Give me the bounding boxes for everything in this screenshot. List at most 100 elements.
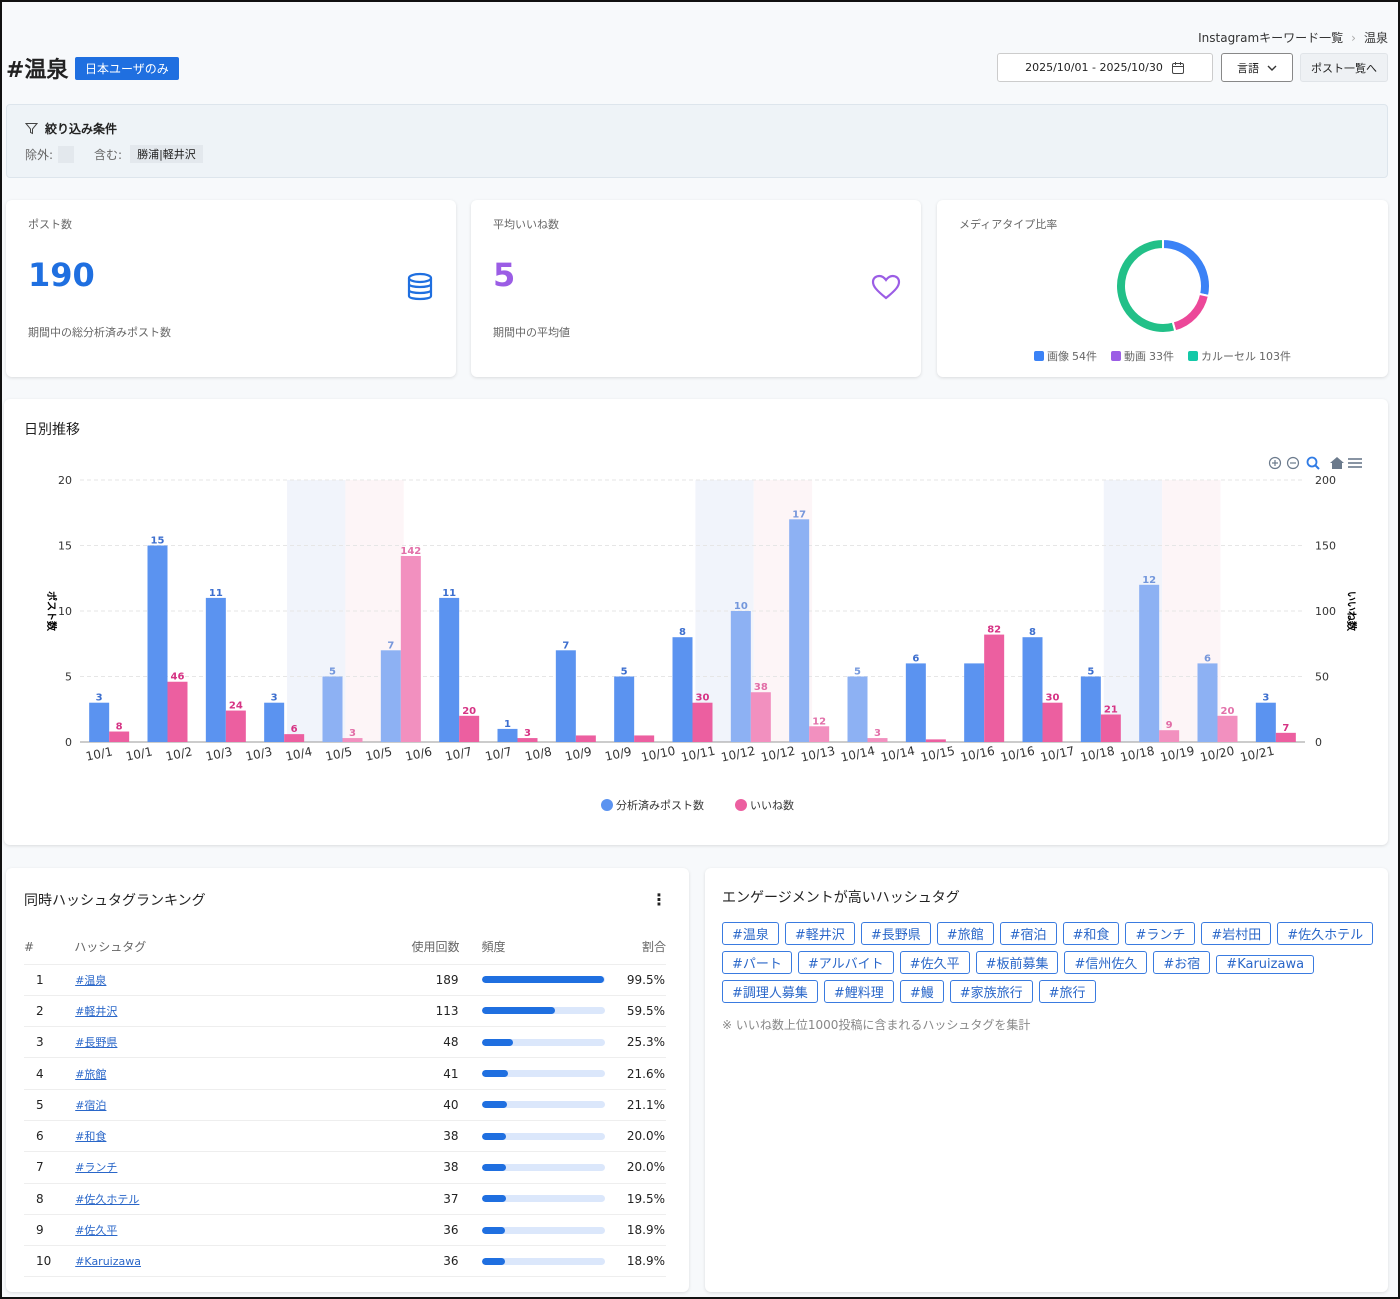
- count: 36: [443, 1223, 459, 1238]
- posts-button[interactable]: ポスト一覧へ: [1300, 53, 1388, 82]
- legend-swatch: [1111, 351, 1121, 361]
- date-picker[interactable]: 2025/10/01 - 2025/10/30: [997, 53, 1213, 82]
- legend-swatch: [1188, 351, 1198, 361]
- tag-link[interactable]: #旅館: [75, 1067, 107, 1081]
- language-button[interactable]: 言語: [1221, 53, 1293, 82]
- bar: [1022, 637, 1043, 742]
- value-label: 30: [696, 693, 710, 704]
- hashtag-chip: #佐久ホテル: [1277, 922, 1374, 945]
- share-label: 19.5%: [626, 1191, 665, 1206]
- value-label: 3: [349, 728, 356, 739]
- x-tick-label: 10/16: [959, 744, 996, 765]
- bar-cell: [460, 1027, 609, 1058]
- tag-cell: #宿泊: [74, 1089, 340, 1120]
- hashtag-chip: #岩村田: [1201, 922, 1272, 945]
- bar: [380, 650, 401, 742]
- tag-link[interactable]: #Karuizawa: [75, 1255, 141, 1269]
- breadcrumb-link[interactable]: Instagramキーワード一覧: [1198, 31, 1344, 45]
- bar: [1159, 730, 1180, 742]
- count: 40: [443, 1097, 459, 1112]
- column-header: #: [24, 939, 35, 954]
- date-range: 2025/10/01 - 2025/10/30: [1025, 61, 1163, 74]
- bar: [400, 555, 421, 742]
- rank: 10: [36, 1254, 52, 1269]
- rank: 4: [36, 1066, 44, 1081]
- bar: [867, 738, 888, 742]
- bar: [284, 734, 305, 742]
- bar: [1217, 715, 1238, 742]
- tag-link[interactable]: #ランチ: [75, 1161, 118, 1175]
- bar: [1100, 714, 1121, 742]
- tag-link[interactable]: #軽井沢: [75, 1004, 118, 1018]
- y2-tick-label: 150: [1315, 540, 1336, 553]
- value-label: 5: [1087, 667, 1094, 678]
- bar: [89, 702, 110, 742]
- value-label: 7: [562, 640, 569, 651]
- bar: [342, 738, 363, 742]
- value-label: 20: [1221, 706, 1235, 717]
- x-tick-label: 10/13: [800, 744, 837, 765]
- tag-link[interactable]: #温泉: [75, 973, 107, 987]
- value-label: 15: [151, 536, 165, 547]
- stat-label: 平均いいね数: [493, 218, 559, 231]
- menu-button[interactable]: ⋮: [651, 890, 667, 909]
- bar: [225, 710, 246, 742]
- x-tick-label: 10/15: [919, 744, 956, 765]
- tag-link[interactable]: #佐久平: [75, 1224, 118, 1238]
- bar: [167, 681, 188, 742]
- y-axis-title: ポスト数: [45, 591, 58, 632]
- value-label: 8: [679, 627, 686, 638]
- hashtag-chip: #パート: [722, 951, 792, 974]
- engagement-card: エンゲージメントが高いハッシュタグ #温泉 #軽井沢 #長野県 #旅館 #宿泊 #和食 #ラ…: [705, 868, 1388, 1292]
- bar: [459, 715, 480, 742]
- tag-link[interactable]: #佐久ホテル: [75, 1192, 140, 1206]
- value-label: 11: [442, 588, 456, 599]
- rank: 9: [36, 1223, 44, 1238]
- bar: [614, 676, 635, 742]
- bar-track: [481, 976, 605, 984]
- value-label: 10: [734, 601, 748, 612]
- heart-icon: [871, 274, 901, 300]
- legend: 画像 54件 動画 33件 カルーセル 103件: [937, 348, 1388, 364]
- legend-label: 画像: [1047, 350, 1069, 363]
- value-label: 38: [754, 682, 768, 693]
- table-row: 10 #Karuizawa 36 18.9%: [24, 1246, 666, 1277]
- tag-link[interactable]: #宿泊: [75, 1098, 107, 1112]
- bar: [692, 702, 713, 742]
- bar: [1197, 663, 1218, 742]
- legend-marker: [735, 799, 747, 811]
- donut-chart: [1115, 237, 1211, 334]
- y-tick-label: 5: [65, 671, 72, 684]
- posts-label: ポスト一覧へ: [1311, 61, 1377, 75]
- bar-track: [481, 1163, 605, 1171]
- share-label: 99.5%: [626, 972, 665, 987]
- tag-link[interactable]: #長野県: [75, 1036, 118, 1050]
- x-tick-label: 10/16: [999, 744, 1036, 765]
- rank: 8: [36, 1191, 44, 1206]
- exclude-chip: [58, 145, 75, 163]
- share-bar: [481, 1070, 509, 1078]
- filter-header: 絞り込み条件: [25, 120, 117, 137]
- stat-card: ポスト数 190 期間中の総分析済みポスト数: [6, 200, 456, 377]
- x-tick-label: 10/12: [760, 744, 797, 765]
- chart-toolbar: [1268, 456, 1362, 470]
- value-label: 21: [1104, 704, 1118, 715]
- value-label: 1: [504, 719, 511, 730]
- column-header: 使用回数: [411, 940, 460, 955]
- table-row: 5 #宿泊 40 21.1%: [24, 1089, 666, 1121]
- y2-axis-title: いいね数: [1345, 591, 1358, 632]
- count: 37: [443, 1191, 459, 1206]
- calendar-icon: [1171, 61, 1184, 74]
- y2-tick-label: 50: [1315, 671, 1329, 684]
- tag-cell: #和食: [74, 1120, 340, 1151]
- tag-cell: #佐久ホテル: [74, 1183, 340, 1214]
- x-tick-label: 10/3: [244, 744, 273, 763]
- hashtag-chip: #調理人募集: [722, 980, 818, 1003]
- rank: 3: [36, 1035, 44, 1050]
- bar: [905, 663, 926, 742]
- count: 36: [443, 1254, 459, 1269]
- include-label: 含む:: [94, 147, 123, 162]
- filter-panel: 絞り込み条件 除外: 含む: 勝浦|軽井沢: [6, 104, 1388, 178]
- tag-link[interactable]: #和食: [75, 1130, 107, 1144]
- engagement-note: ※ いいね数上位1000投稿に含まれるハッシュタグを集計: [722, 1018, 1031, 1032]
